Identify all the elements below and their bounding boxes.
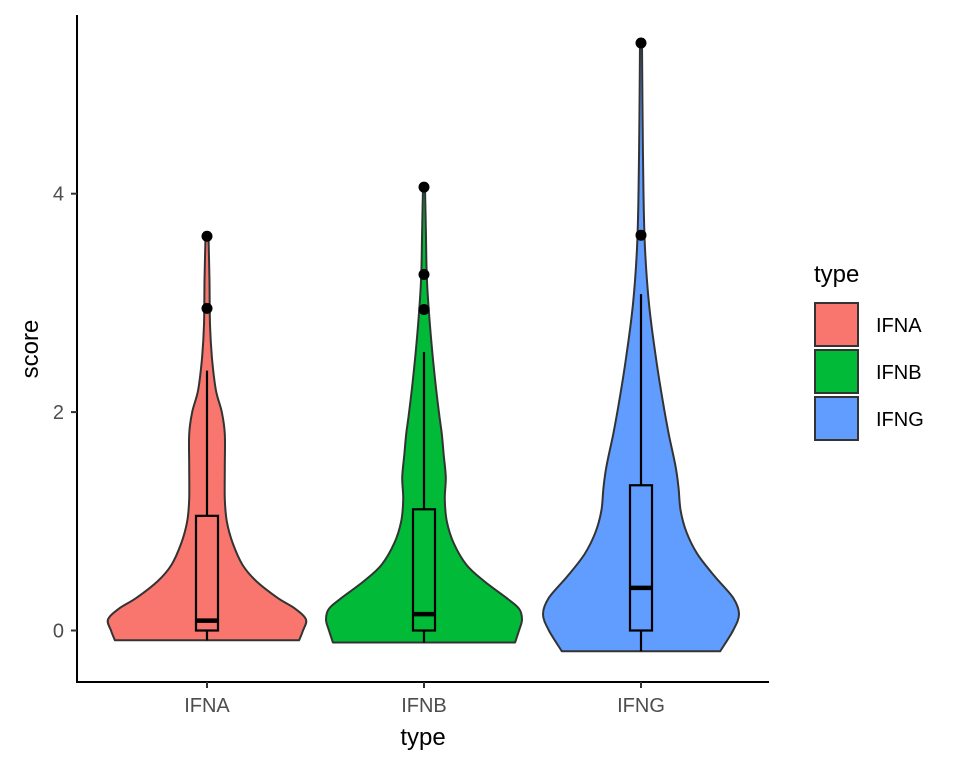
violin-group-ifng <box>542 37 740 653</box>
outlier-point <box>201 230 213 242</box>
outlier-point <box>418 269 430 281</box>
violin-group-ifna <box>106 230 308 642</box>
legend-key-ifna <box>814 302 859 347</box>
x-tick-label: IFNG <box>617 695 665 717</box>
x-axis-ticks: IFNA IFNB IFNG <box>184 682 665 717</box>
outlier-point <box>635 37 647 49</box>
outlier-point <box>635 229 647 241</box>
y-tick-label: 4 <box>53 184 64 206</box>
outlier-point <box>201 302 213 314</box>
y-tick-label: 0 <box>53 621 64 643</box>
y-tick-label: 2 <box>53 402 64 424</box>
outlier-point <box>418 181 430 193</box>
y-axis-ticks: 0 2 4 <box>53 184 77 643</box>
x-tick-label: IFNA <box>184 695 230 717</box>
legend-label-ifnb: IFNB <box>876 362 922 384</box>
box-iqr <box>411 508 437 632</box>
legend: type IFNA IFNB IFNG <box>814 261 924 441</box>
x-axis-title: type <box>400 724 445 751</box>
violin-group-ifnb <box>325 181 523 644</box>
legend-key-ifng <box>814 396 859 441</box>
plot-area <box>106 37 740 653</box>
legend-title: type <box>814 261 859 288</box>
box-iqr <box>628 484 654 632</box>
y-axis-title: score <box>17 320 44 379</box>
legend-key-ifnb <box>814 349 859 394</box>
box-iqr <box>194 514 220 632</box>
outlier-point <box>418 303 430 315</box>
x-tick-label: IFNB <box>401 695 447 717</box>
legend-label-ifng: IFNG <box>876 409 924 431</box>
legend-label-ifna: IFNA <box>876 315 922 337</box>
